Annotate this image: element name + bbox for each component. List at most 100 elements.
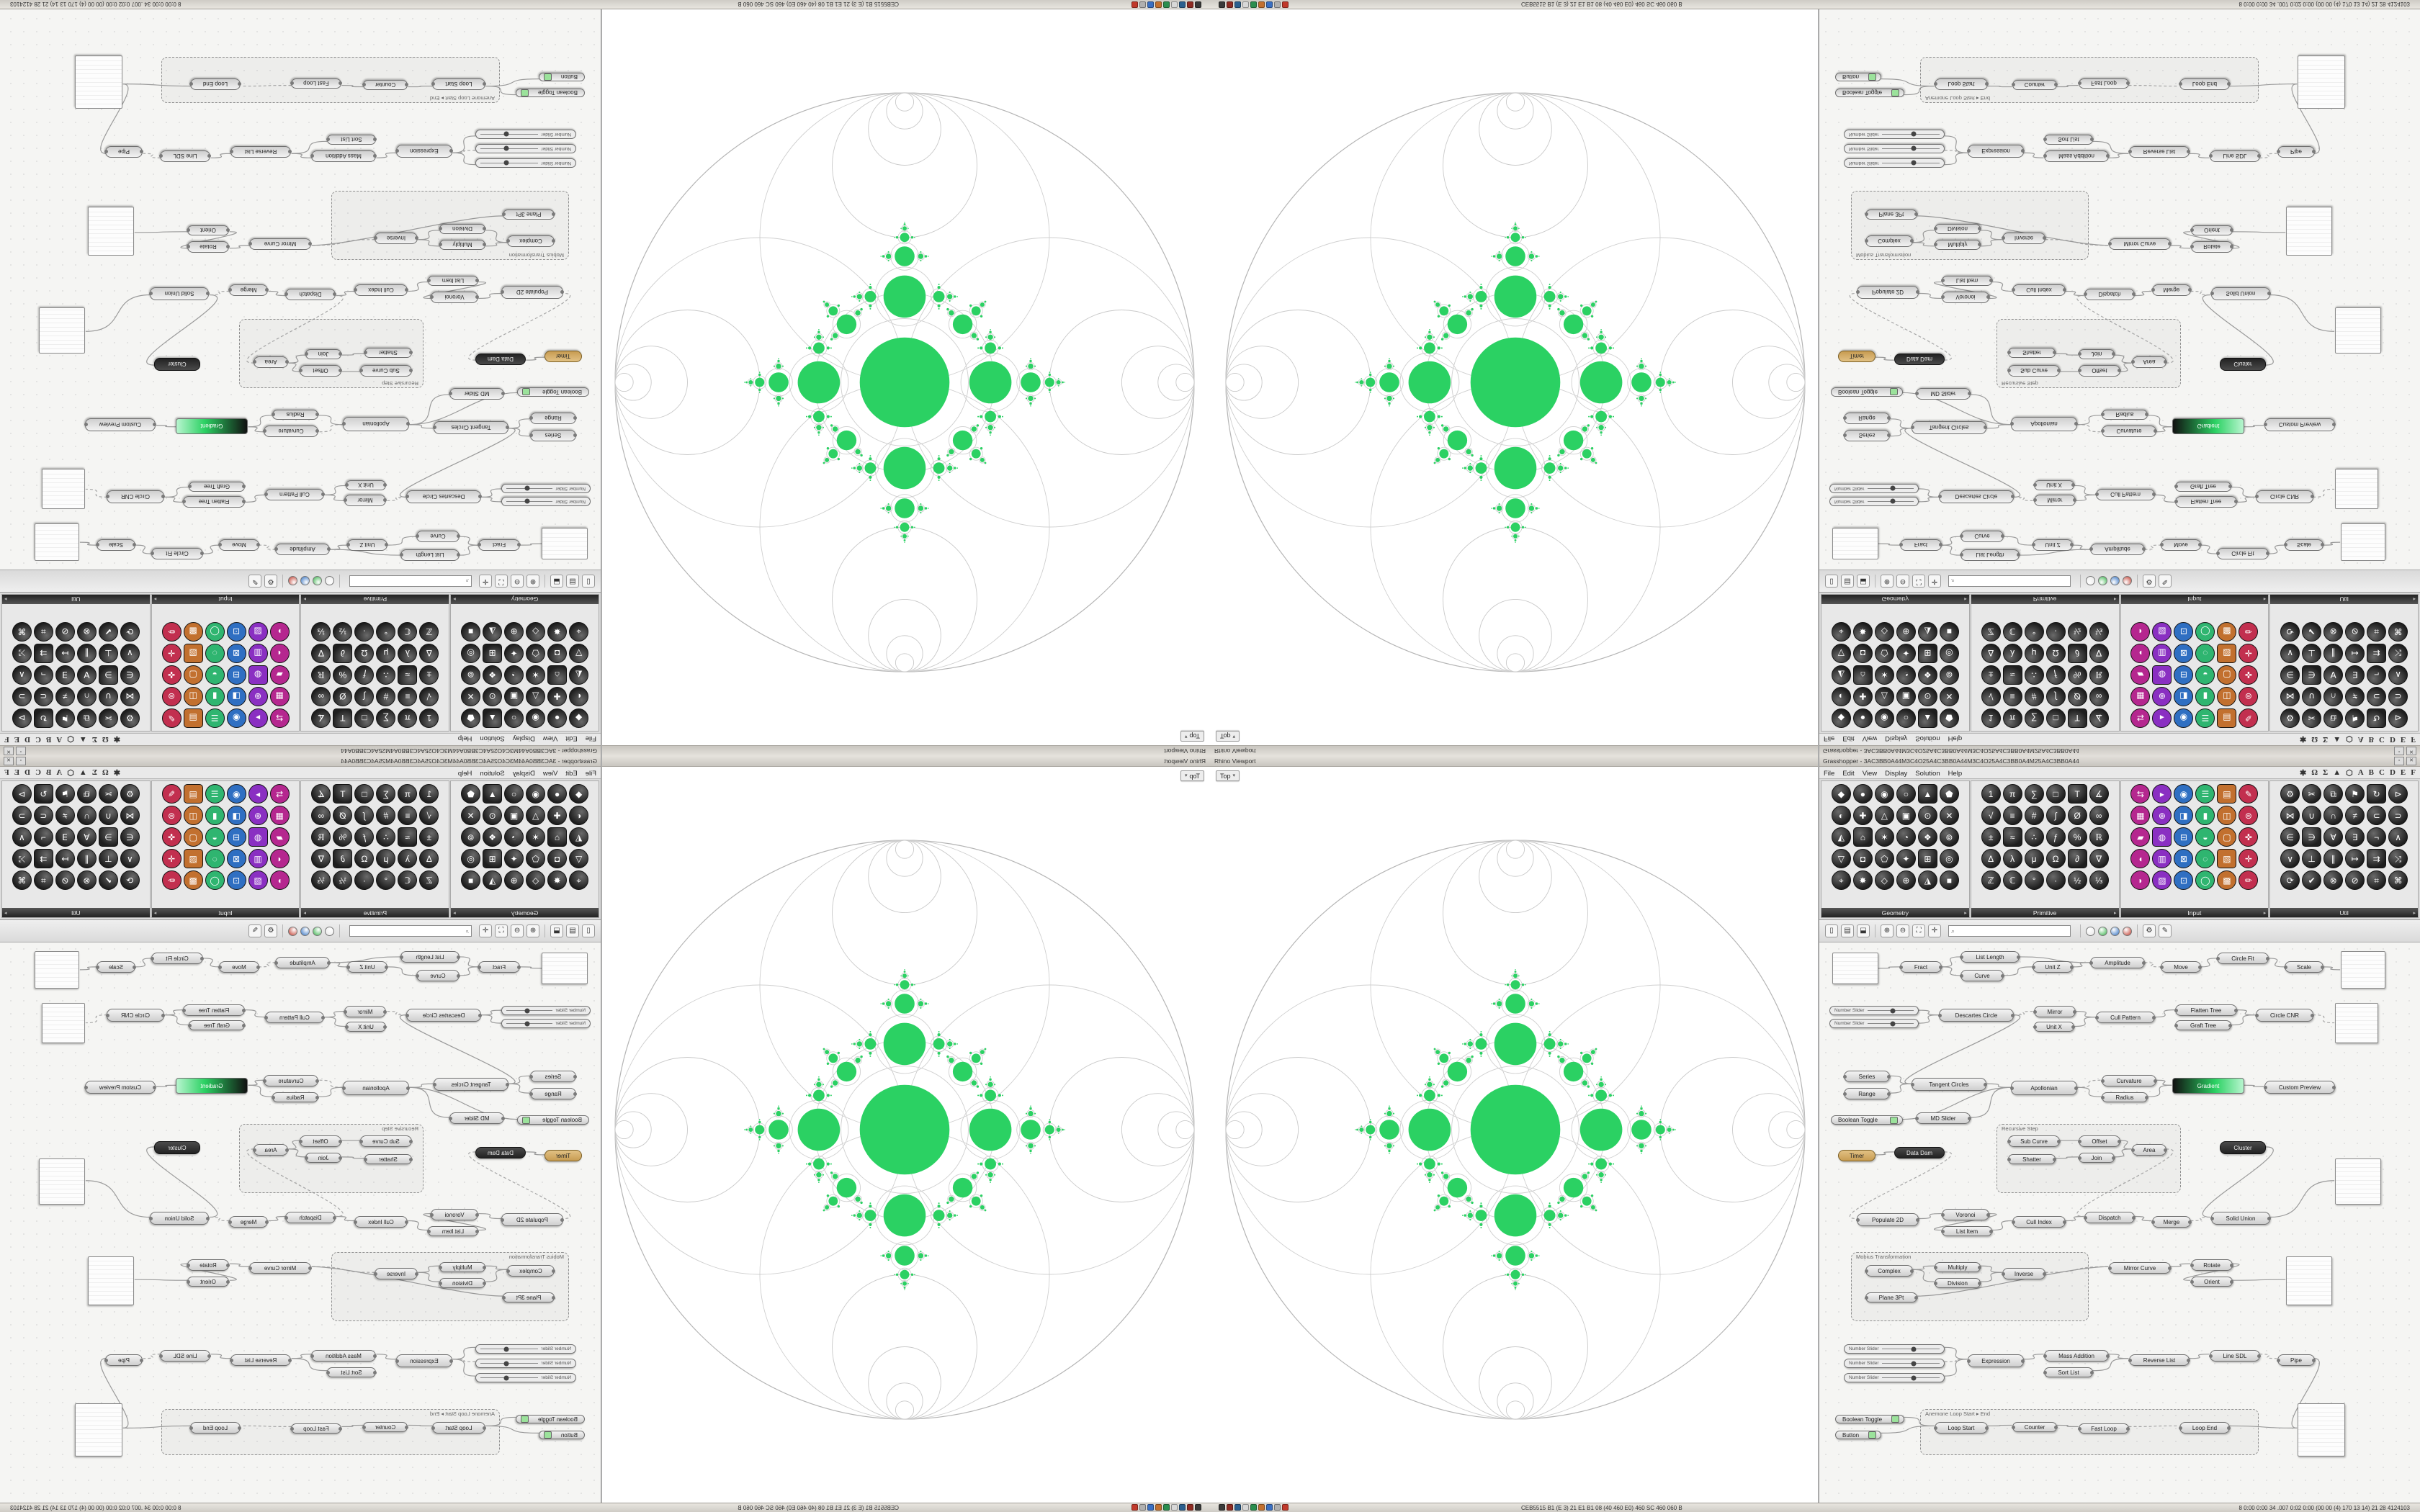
component-icon[interactable]: ✎ <box>2238 708 2259 728</box>
component-icon[interactable]: ◯ <box>205 622 225 642</box>
slider-knob[interactable] <box>503 146 509 151</box>
close-icon[interactable]: ✕ <box>2406 757 2416 765</box>
gh-node[interactable]: MD Slider <box>1916 388 1971 400</box>
component-icon[interactable]: ∴ <box>376 827 396 847</box>
component-icon[interactable]: ⊡ <box>226 622 246 642</box>
slider-track[interactable] <box>1867 486 1914 491</box>
component-icon[interactable]: ⬟ <box>1939 708 1959 728</box>
component-icon[interactable]: ⊠ <box>226 644 246 663</box>
component-tab[interactable]: D <box>24 735 31 744</box>
gh-node[interactable]: Radius <box>272 1092 318 1102</box>
zoom-in-icon[interactable]: ⊕ <box>526 924 539 937</box>
component-icon[interactable]: □ <box>2045 784 2066 804</box>
menu-item[interactable]: File <box>1824 770 1835 778</box>
component-icon[interactable]: ⊟ <box>2174 827 2194 847</box>
component-tab[interactable]: C <box>2379 735 2385 744</box>
tray-icon-5[interactable] <box>1163 1 1170 8</box>
menu-item[interactable]: Solution <box>480 770 505 778</box>
component-tab[interactable]: B <box>45 768 52 777</box>
gh-node[interactable] <box>75 1403 122 1457</box>
gh-node[interactable]: Number Slider <box>1844 144 1945 153</box>
component-icon[interactable]: ◍ <box>248 827 268 847</box>
component-icon[interactable]: ▸ <box>248 708 268 728</box>
component-icon[interactable]: ⊕ <box>1896 870 1916 890</box>
search-input[interactable] <box>1955 926 2068 936</box>
gh-node[interactable]: Number Slider <box>1844 1344 1945 1354</box>
wireframe-sphere-icon[interactable] <box>2086 926 2095 936</box>
component-icon[interactable]: ✜ <box>2238 827 2259 847</box>
open-file-icon[interactable]: ▤ <box>1841 575 1854 588</box>
component-icon[interactable]: ⧉ <box>76 708 97 728</box>
component-icon[interactable]: ◎ <box>1939 849 1959 868</box>
zoom-in-icon[interactable]: ⊕ <box>526 575 539 588</box>
gh-node[interactable]: Sub Curve <box>360 1135 412 1147</box>
gh-node[interactable]: Unit X <box>346 480 386 490</box>
component-icon[interactable]: ℂ <box>2002 870 2022 890</box>
component-icon[interactable]: ∴ <box>2024 665 2044 685</box>
component-icon[interactable]: ◨ <box>2174 687 2194 706</box>
component-tab[interactable]: B <box>2368 735 2375 744</box>
shaded-sphere-icon[interactable] <box>313 926 322 936</box>
component-icon[interactable]: ◯ <box>2195 622 2215 642</box>
component-icon[interactable]: ∫ <box>2045 687 2066 706</box>
gh-node[interactable]: Fract <box>1899 961 1942 973</box>
gh-node[interactable]: Series <box>530 430 576 441</box>
gh-node[interactable]: Join <box>305 1153 341 1163</box>
gh-node[interactable]: Merge <box>2152 284 2191 296</box>
slider-knob[interactable] <box>1911 1361 1917 1366</box>
search-input[interactable] <box>1955 576 2068 586</box>
gh-node[interactable]: Data Dam <box>1894 354 1945 365</box>
gh-node[interactable]: Rotate <box>187 241 229 253</box>
component-icon[interactable]: ◍ <box>2152 665 2172 685</box>
gh-node[interactable]: Reverse List <box>230 146 291 158</box>
component-icon[interactable]: ◖ <box>2130 644 2151 663</box>
gh-node[interactable] <box>2335 1003 2378 1043</box>
component-icon[interactable]: ∈ <box>2280 665 2300 685</box>
component-icon[interactable]: ◨ <box>226 806 246 825</box>
component-icon[interactable]: ∀ <box>2323 827 2344 847</box>
minimize-icon[interactable]: ▫ <box>2394 747 2404 755</box>
zoom-extents-icon[interactable]: ⛶ <box>1912 575 1925 588</box>
gh-node[interactable]: Offset <box>300 1135 341 1147</box>
gh-node[interactable]: Orient <box>2191 225 2233 235</box>
component-icon[interactable]: ⚙ <box>120 708 140 728</box>
component-icon[interactable]: ❖ <box>1917 665 1937 685</box>
slider-track[interactable] <box>1867 499 1914 504</box>
slider-track[interactable] <box>1881 1375 1940 1380</box>
tray-icon-8[interactable] <box>1139 1 1146 8</box>
wireframe-sphere-icon[interactable] <box>325 576 334 586</box>
gh-node[interactable]: Plane 3Pt <box>1865 210 1917 220</box>
gh-node[interactable] <box>2335 1158 2381 1205</box>
save-file-icon[interactable]: ⬓ <box>550 575 563 588</box>
component-icon[interactable]: ⬟ <box>1939 784 1959 804</box>
gh-node[interactable]: Timer <box>544 1150 582 1161</box>
component-icon[interactable]: ⬠ <box>1874 849 1894 868</box>
component-icon[interactable]: ▥ <box>2152 849 2172 868</box>
component-icon[interactable]: ⊘ <box>2345 622 2365 642</box>
component-icon[interactable]: √ <box>1981 687 2001 706</box>
component-icon[interactable]: ✜ <box>161 665 182 685</box>
zoom-out-icon[interactable]: ⊖ <box>511 924 524 937</box>
component-icon[interactable]: ▧ <box>183 644 203 663</box>
component-icon[interactable]: ⇆ <box>2130 708 2151 728</box>
component-icon[interactable]: ⊞ <box>483 849 503 868</box>
canvas-settings-icon[interactable]: ⚙ <box>2143 924 2156 937</box>
gh-node[interactable]: Mirror <box>344 1006 386 1017</box>
component-icon[interactable]: · <box>354 622 375 642</box>
component-icon[interactable]: ◔ <box>1896 665 1916 685</box>
component-icon[interactable]: ✏ <box>161 870 182 890</box>
component-icon[interactable]: ◉ <box>2174 784 2194 804</box>
component-icon[interactable]: ○ <box>504 708 524 728</box>
menu-item[interactable]: Solution <box>480 734 505 742</box>
component-icon[interactable]: μ <box>2024 644 2044 663</box>
gh-node[interactable]: Timer <box>1838 1150 1876 1161</box>
gh-node[interactable] <box>35 951 79 989</box>
gh-node[interactable]: Voronoi <box>431 292 478 303</box>
component-icon[interactable]: ⊥ <box>2302 849 2322 868</box>
gh-node[interactable]: Circle Fit <box>2217 548 2269 559</box>
wireframe-sphere-icon[interactable] <box>325 926 334 936</box>
gh-node[interactable]: Amplitude <box>2089 957 2146 968</box>
gh-node[interactable]: Area <box>2131 1144 2167 1156</box>
gh-node[interactable]: Circle CNR <box>107 1009 164 1022</box>
component-icon[interactable]: ⧉ <box>2323 784 2344 804</box>
